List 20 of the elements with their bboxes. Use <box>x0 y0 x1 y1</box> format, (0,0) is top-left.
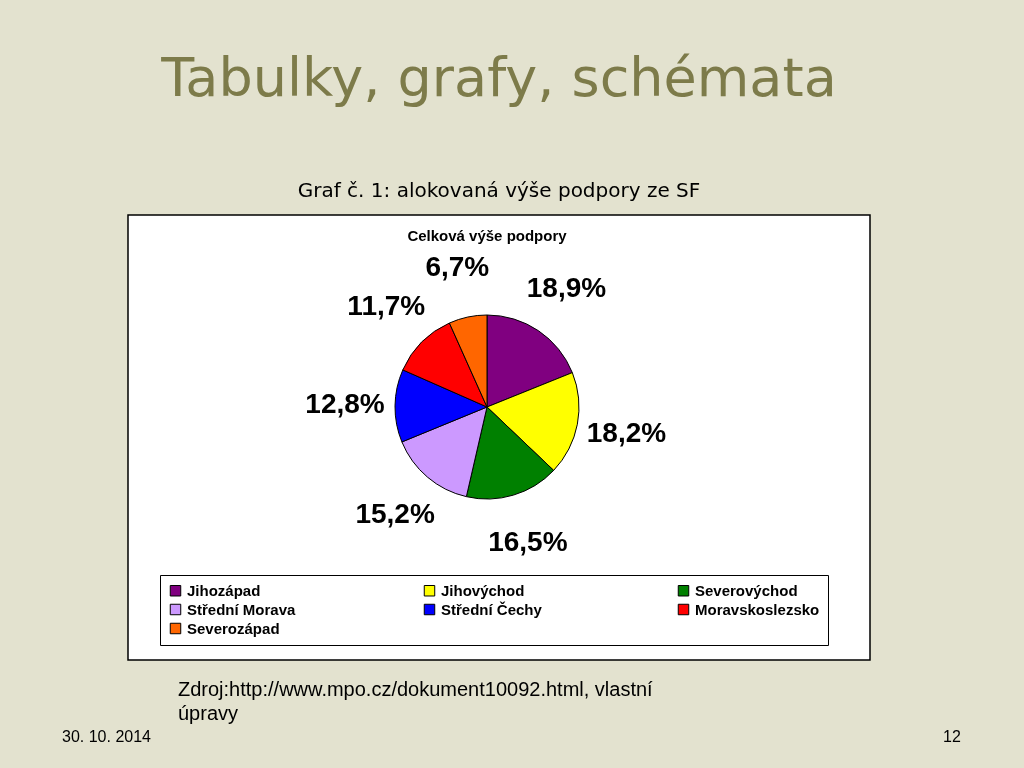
data-label: 12,8% <box>305 388 385 420</box>
legend-label: Severozápad <box>187 619 280 637</box>
legend-label: Jihovýchod <box>441 581 525 599</box>
text: Celková výše podpory <box>407 227 568 244</box>
data-label: 18,9% <box>526 272 607 304</box>
legend-label: Severovýchod <box>695 581 798 599</box>
data-label: 15,2% <box>355 498 435 530</box>
legend-label: Jihozápad <box>187 581 261 599</box>
text: 12 <box>943 728 961 745</box>
data-label: 18,2% <box>586 416 667 448</box>
legend-label: Střední Čechy <box>441 600 543 618</box>
text: Zdroj:http://www.mpo.cz/dokument10092.html, vlastní úpravy <box>178 678 654 724</box>
legend-label: Střední Morava <box>187 600 297 618</box>
text: 30. 10. 2014 <box>62 728 152 745</box>
legend-label: Moravskoslezsko <box>695 600 820 618</box>
chart-subtitle: Graf č. 1: alokovaná výše podpory ze SF <box>297 178 701 202</box>
data-label: 11,7% <box>347 289 426 321</box>
chart-title: Tabulky, grafy, schémata <box>160 46 837 109</box>
data-label: 6,7% <box>425 251 490 283</box>
data-label: 16,5% <box>488 525 568 557</box>
